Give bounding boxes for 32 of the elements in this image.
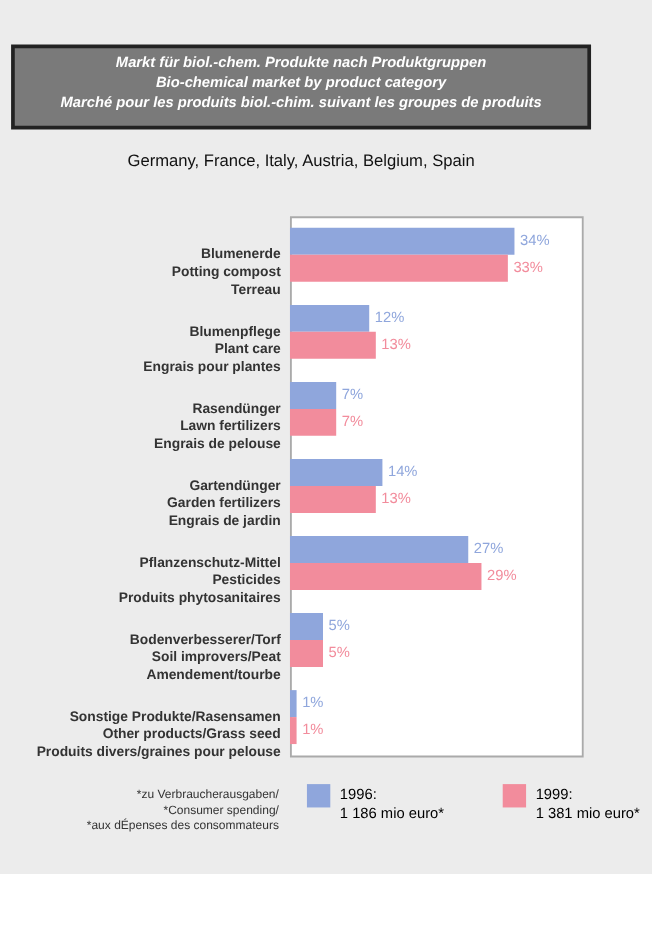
data-label: 33% bbox=[513, 257, 544, 276]
chart-title: Markt für biol.-chem. Produkte nach Produktgruppen Bio-chemical market by product category Marché pour les produits biol.-chim. suivant les groupes de produits bbox=[60, 52, 542, 112]
data-label: 12% bbox=[374, 308, 406, 327]
bar bbox=[289, 536, 469, 563]
bar bbox=[289, 640, 323, 668]
chart-subtitle: Germany, France, Italy, Austria, Belgium, Spain bbox=[127, 150, 476, 171]
data-label: 1% bbox=[302, 720, 325, 739]
bar bbox=[289, 690, 297, 718]
data-label: 13% bbox=[381, 335, 412, 354]
bar bbox=[289, 485, 376, 513]
bar bbox=[289, 717, 297, 745]
bar bbox=[289, 304, 370, 332]
bar bbox=[289, 254, 508, 282]
data-label: 5% bbox=[328, 616, 351, 635]
bar bbox=[289, 227, 515, 255]
legend-label: 1999: 1 381 mio euro* bbox=[535, 785, 641, 822]
legend-label: 1996: 1 186 mio euro* bbox=[339, 785, 445, 822]
data-label: 14% bbox=[387, 462, 419, 481]
data-label: 27% bbox=[473, 539, 505, 558]
data-label: 5% bbox=[328, 643, 351, 662]
data-label: 29% bbox=[487, 566, 518, 585]
bar bbox=[289, 408, 337, 436]
data-label: 1% bbox=[302, 693, 325, 712]
data-label: 34% bbox=[520, 231, 551, 250]
data-label: 7% bbox=[341, 385, 364, 404]
bar bbox=[289, 562, 482, 590]
bar bbox=[289, 613, 323, 641]
data-label: 7% bbox=[341, 412, 364, 431]
bar bbox=[289, 331, 376, 359]
data-label: 13% bbox=[381, 489, 412, 508]
bar bbox=[289, 381, 337, 409]
bar bbox=[289, 458, 383, 486]
